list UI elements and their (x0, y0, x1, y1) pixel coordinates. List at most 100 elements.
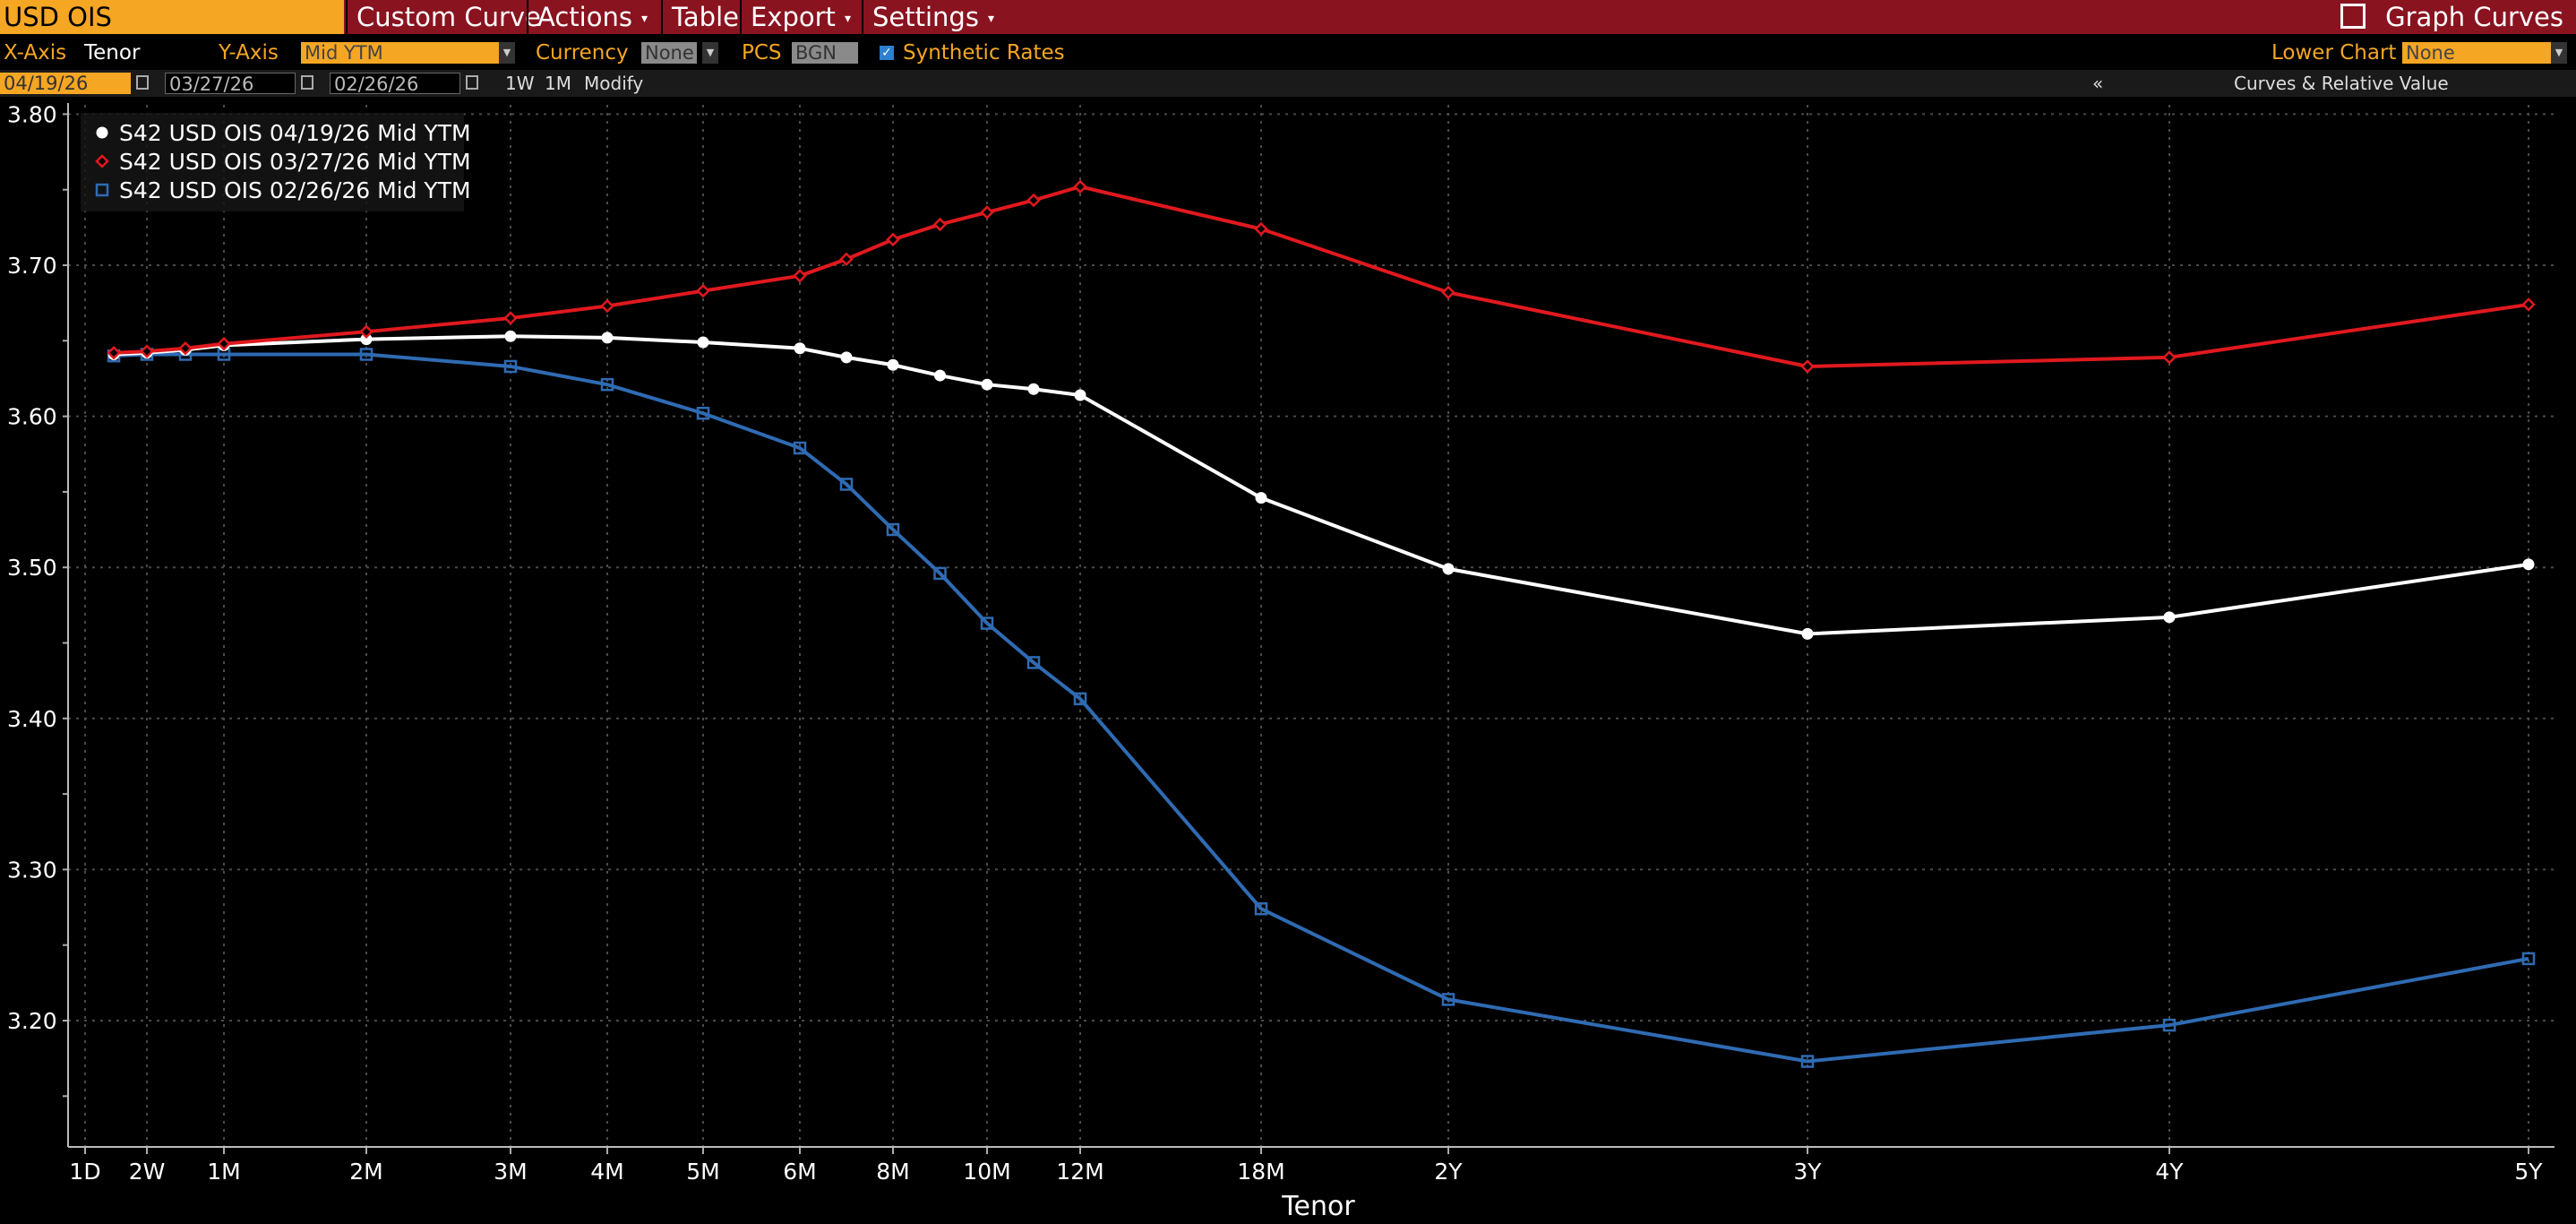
pcs-field[interactable]: BGN (792, 42, 858, 64)
xaxis-value[interactable]: Tenor (84, 41, 141, 65)
y-axis: 3.80 3.70 3.60 3.50 3.40 3.30 3.20 (7, 101, 69, 1147)
x-tick-label: 2W (129, 1159, 166, 1185)
yaxis-select[interactable]: Mid YTM (301, 42, 500, 64)
caret-down-icon: ▾ (987, 12, 994, 26)
custom-curve-label: Custom Curve (356, 2, 541, 32)
ticker-field[interactable]: USD OIS (0, 0, 344, 34)
table-label: Table (672, 2, 739, 32)
y-tick-label: 3.70 (7, 253, 57, 279)
caret-down-icon: ▾ (640, 12, 648, 26)
data-point-diamond (932, 217, 948, 232)
y-tick-label: 3.40 (7, 706, 57, 732)
x-tick-label: 4Y (2155, 1159, 2184, 1185)
series-square (107, 348, 2536, 1068)
data-point-diamond (886, 232, 900, 247)
yaxis-label: Y-Axis (219, 41, 279, 65)
y-tick-label: 3.20 (7, 1008, 57, 1034)
data-point-diamond (107, 346, 121, 360)
export-label: Export (751, 2, 836, 32)
series-diamond (107, 179, 2536, 374)
export-menu[interactable]: Export ▾ (740, 0, 860, 34)
one-week-button[interactable]: 1W (505, 73, 535, 94)
data-point-diamond (839, 252, 854, 267)
y-tick-label: 3.60 (7, 404, 57, 430)
data-point-circle (1027, 383, 1040, 395)
data-point-circle (887, 358, 899, 371)
calendar-icon[interactable] (301, 75, 313, 90)
one-month-button[interactable]: 1M (545, 73, 571, 94)
calendar-icon[interactable] (136, 75, 149, 90)
data-point-circle (1801, 627, 1814, 640)
currency-select[interactable]: None (641, 42, 697, 64)
data-point-circle (1442, 563, 1455, 575)
data-point-diamond (217, 336, 231, 351)
pcs-label: PCS (742, 41, 782, 65)
data-point-square (2521, 952, 2536, 966)
x-tick-label: 5M (686, 1159, 719, 1185)
legend[interactable]: S42 USD OIS 04/19/26 Mid YTM S42 USD OIS … (81, 113, 471, 211)
date-field-1[interactable]: 04/19/26 (0, 73, 131, 94)
lower-chart-label: Lower Chart (2271, 41, 2397, 65)
date-field-2[interactable]: 03/27/26 (165, 73, 296, 95)
data-point-circle (981, 378, 993, 391)
settings-menu[interactable]: Settings ▾ (862, 0, 996, 34)
x-tick-label: 10M (963, 1159, 1010, 1185)
data-point-diamond (359, 324, 374, 339)
panel-title: Curves & Relative Value (2234, 73, 2449, 94)
yaxis-dropdown-icon[interactable]: ▼ (499, 42, 515, 64)
x-tick-label: 8M (876, 1159, 909, 1185)
external-link-icon (2340, 4, 2366, 29)
lower-chart-dropdown-icon[interactable]: ▼ (2551, 42, 2567, 64)
legend-entry-label: S42 USD OIS 02/26/26 Mid YTM (119, 177, 471, 203)
data-point-square (886, 522, 900, 537)
data-point-circle (794, 342, 806, 355)
caret-down-icon: ▾ (844, 12, 851, 26)
data-point-circle (504, 330, 517, 342)
data-point-diamond (1441, 285, 1455, 300)
data-point-diamond (980, 205, 994, 220)
data-point-diamond (2162, 350, 2177, 365)
x-axis-title: Tenor (1281, 1191, 1355, 1222)
x-tick-label: 12M (1056, 1159, 1103, 1185)
data-point-circle (96, 126, 108, 139)
currency-dropdown-icon[interactable]: ▼ (702, 42, 718, 64)
data-point-diamond (1073, 179, 1087, 194)
graph-curves-button[interactable]: Graph Curves (2340, 0, 2563, 34)
data-point-diamond (793, 269, 807, 283)
yield-curve-chart: 3.80 3.70 3.60 3.50 3.40 3.30 3.20 1D 2W 1M 2M 3M 4… (7, 101, 2555, 1222)
x-tick-label: 6M (783, 1159, 816, 1185)
data-point-square (2162, 1018, 2177, 1032)
synthetic-rates-label: Synthetic Rates (903, 41, 1065, 65)
legend-box (81, 113, 464, 211)
x-tick-label: 18M (1237, 1159, 1284, 1185)
actions-menu[interactable]: Actions ▾ (527, 0, 659, 34)
table-menu[interactable]: Table (661, 0, 739, 34)
calendar-icon[interactable] (466, 75, 478, 90)
synthetic-rates-checkbox[interactable]: ✓ (880, 46, 894, 60)
x-tick-label: 1D (69, 1159, 100, 1185)
data-point-circle (601, 332, 614, 344)
xaxis-label: X-Axis (4, 41, 67, 65)
data-point-square (1441, 993, 1455, 1006)
legend-entry-label: S42 USD OIS 03/27/26 Mid YTM (119, 149, 471, 175)
data-point-circle (2522, 558, 2535, 571)
modify-button[interactable]: Modify (584, 73, 644, 94)
settings-label: Settings (872, 2, 979, 32)
x-tick-label: 2Y (1434, 1159, 1463, 1185)
series-circle (107, 330, 2535, 640)
data-point-diamond (503, 311, 518, 325)
date-field-3[interactable]: 02/26/26 (330, 73, 460, 95)
x-tick-label: 3M (494, 1159, 527, 1185)
collapse-panel-button[interactable]: « (2092, 73, 2104, 94)
x-axis: 1D 2W 1M 2M 3M 4M 5M 6M 8M 10M 12M 18M 2Y 3Y 4Y 5Y Tenor (68, 1146, 2555, 1222)
legend-entry-label: S42 USD OIS 04/19/26 Mid YTM (119, 120, 471, 146)
currency-label: Currency (536, 41, 629, 65)
series-line (113, 352, 2529, 1064)
lower-chart-select[interactable]: None (2402, 42, 2551, 64)
data-point-square (1073, 692, 1087, 706)
custom-curve-menu[interactable]: Custom Curve (346, 0, 541, 34)
data-point-square (1026, 656, 1041, 669)
data-point-square (503, 359, 518, 374)
menu-bar: USD OIS Custom Curve Actions ▾ Table Expo… (0, 0, 2576, 34)
x-tick-label: 2M (349, 1159, 382, 1185)
